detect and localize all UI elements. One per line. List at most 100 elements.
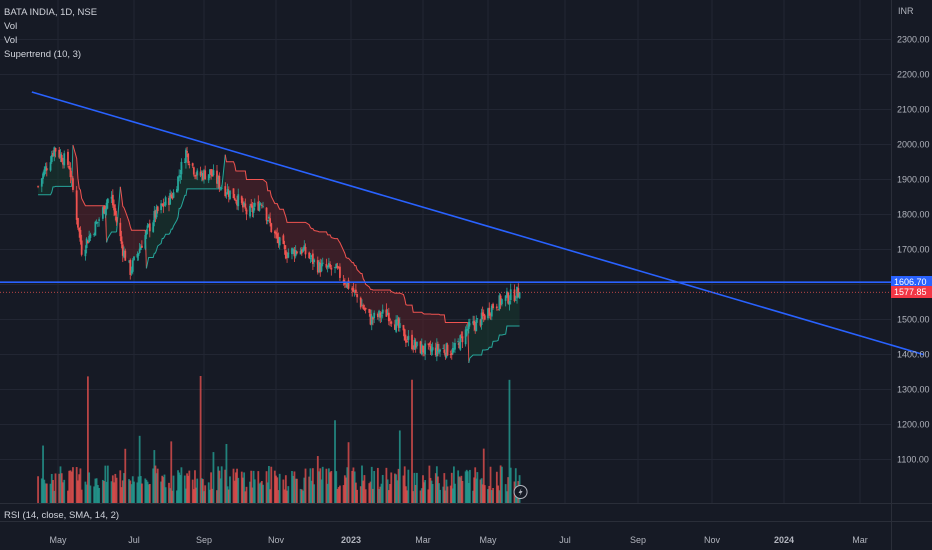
candle-body: [136, 253, 139, 258]
candle-body: [249, 205, 251, 217]
volume-bar: [334, 420, 336, 503]
volume-bar: [203, 491, 205, 503]
volume-bar: [460, 475, 463, 503]
legend-vol-2[interactable]: Vol: [4, 35, 18, 46]
candle-body: [276, 233, 279, 239]
candle-body: [302, 248, 304, 252]
volume-bar: [372, 488, 374, 503]
candle-body: [420, 344, 423, 355]
candle-body: [454, 342, 456, 350]
volume-bar: [364, 489, 367, 503]
legend-supertrend[interactable]: Supertrend (10, 3): [4, 49, 82, 60]
candle-body: [363, 308, 366, 310]
candle-body: [171, 196, 174, 199]
candle-body: [445, 343, 448, 358]
candle-body: [130, 270, 133, 274]
candle-body: [194, 175, 196, 177]
candle-body: [84, 249, 87, 257]
supertrend-up-fill: [38, 149, 72, 195]
volume-bar: [430, 480, 433, 503]
volume-bar: [154, 465, 157, 503]
candle-body: [449, 353, 452, 355]
candle-body: [229, 190, 231, 199]
volume-bar: [424, 480, 427, 503]
candle-body: [380, 315, 383, 317]
candle-body: [187, 153, 190, 164]
candle-body: [141, 245, 143, 248]
candle-body: [164, 197, 167, 206]
candle-body: [352, 288, 355, 292]
volume-bar: [379, 486, 382, 503]
volume-bar: [458, 476, 461, 503]
candle-body: [334, 266, 336, 268]
candle-body: [252, 207, 255, 213]
volume-bar: [133, 481, 135, 503]
candle-body: [429, 346, 432, 351]
volume-bar: [435, 466, 438, 503]
volume-bar: [153, 450, 156, 503]
candle-body: [396, 319, 399, 321]
candle-body: [266, 220, 269, 222]
supertrend-up-line: [221, 154, 226, 189]
volume-bar: [354, 482, 357, 503]
candle-body: [329, 264, 331, 268]
rsi-indicator-label[interactable]: RSI (14, close, SMA, 14, 2): [4, 510, 120, 521]
candle-body: [163, 204, 166, 206]
candle-body: [465, 328, 468, 331]
x-axis-tick-label: Nov: [704, 535, 721, 545]
volume-bar: [490, 490, 493, 503]
lightning-icon[interactable]: [513, 485, 528, 499]
candle-body: [438, 349, 440, 353]
candle-body: [282, 235, 285, 245]
candle-body: [489, 314, 492, 316]
candle-body: [226, 189, 229, 195]
candle-body: [500, 299, 503, 305]
candle-body: [72, 178, 74, 190]
volume-bar: [387, 490, 390, 503]
candle-body: [437, 343, 439, 352]
candle-body: [398, 323, 401, 329]
volume-bar: [361, 465, 363, 503]
candle-body: [475, 319, 478, 332]
volume-bar: [136, 482, 139, 503]
volume-bar: [373, 470, 376, 503]
candle-body: [78, 227, 81, 232]
legend-vol-1[interactable]: Vol: [4, 21, 18, 32]
volume-bar: [405, 486, 407, 503]
volume-bar: [294, 478, 297, 503]
volume-bar: [155, 473, 158, 503]
candle-body: [336, 265, 339, 268]
volume-bar: [77, 480, 79, 503]
candle-body: [63, 153, 66, 166]
volume-bar: [310, 480, 313, 503]
candle-body: [346, 282, 349, 288]
candle-body: [347, 280, 350, 289]
volume-bar: [287, 486, 290, 503]
candle-body: [386, 313, 389, 315]
candle-body: [121, 244, 124, 256]
volume-bar: [148, 484, 151, 503]
volume-bar: [300, 489, 303, 503]
volume-bar: [423, 482, 425, 503]
volume-bar: [50, 473, 53, 503]
y-axis-tick-label: 1900.00: [897, 175, 930, 185]
volume-bar: [139, 476, 142, 503]
candle-body: [176, 189, 178, 193]
candle-body: [240, 196, 243, 203]
supertrend-up-fill: [468, 292, 520, 363]
volume-bar: [376, 467, 379, 503]
volume-bar: [428, 465, 431, 503]
volume-bar: [318, 471, 320, 503]
candle-body: [474, 324, 477, 330]
candle-body: [245, 209, 248, 215]
volume-bar: [419, 490, 422, 503]
legend-symbol[interactable]: BATA INDIA, 1D, NSE: [4, 7, 98, 18]
volume-bar: [489, 466, 492, 503]
candle-body: [54, 147, 57, 152]
volume-bar: [320, 479, 323, 503]
volume-bar: [482, 448, 485, 503]
candle-body: [283, 245, 286, 249]
candle-body: [431, 347, 434, 351]
lightning-icon-bolt: [518, 488, 523, 496]
